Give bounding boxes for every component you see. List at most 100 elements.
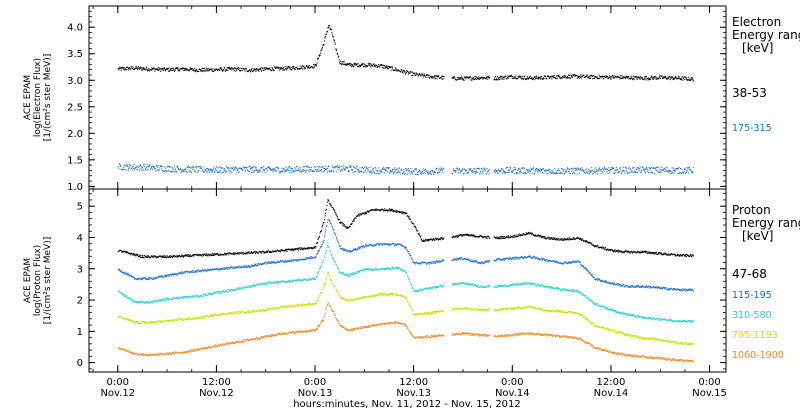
data-point bbox=[173, 68, 174, 69]
data-point bbox=[432, 263, 433, 264]
data-point bbox=[483, 170, 484, 171]
data-point bbox=[612, 250, 613, 251]
data-point bbox=[682, 76, 683, 77]
data-point bbox=[134, 277, 135, 278]
data-point bbox=[523, 167, 524, 168]
data-point bbox=[327, 171, 328, 172]
data-point bbox=[649, 172, 650, 173]
data-point bbox=[503, 238, 504, 239]
data-point bbox=[580, 238, 581, 239]
data-point bbox=[393, 168, 394, 169]
data-point bbox=[470, 168, 471, 169]
data-point bbox=[548, 237, 549, 238]
data-point bbox=[439, 238, 440, 239]
data-point bbox=[637, 77, 638, 78]
data-point bbox=[570, 168, 571, 169]
data-point bbox=[457, 168, 458, 169]
data-point bbox=[338, 56, 339, 57]
data-point bbox=[140, 277, 141, 278]
data-point bbox=[133, 302, 134, 303]
data-point bbox=[534, 79, 535, 80]
data-point bbox=[673, 79, 674, 80]
data-point bbox=[390, 210, 391, 211]
data-point bbox=[678, 173, 679, 174]
data-point bbox=[678, 167, 679, 168]
data-point bbox=[124, 165, 125, 166]
data-point bbox=[671, 171, 672, 172]
data-point bbox=[128, 275, 129, 276]
data-point bbox=[220, 170, 221, 171]
data-point bbox=[340, 223, 341, 224]
data-point bbox=[320, 231, 321, 232]
data-point bbox=[337, 218, 338, 219]
data-point bbox=[551, 78, 552, 79]
data-point bbox=[211, 170, 212, 171]
y-tick-label: 5 bbox=[77, 202, 83, 213]
data-point bbox=[303, 66, 304, 67]
data-point bbox=[287, 170, 288, 171]
data-point bbox=[245, 167, 246, 168]
data-point bbox=[328, 165, 329, 166]
data-point bbox=[612, 75, 613, 76]
data-point bbox=[402, 213, 403, 214]
data-point bbox=[387, 167, 388, 168]
data-point bbox=[344, 248, 345, 249]
data-point bbox=[399, 243, 400, 244]
data-point bbox=[376, 169, 377, 170]
data-point bbox=[428, 171, 429, 172]
data-point bbox=[687, 168, 688, 169]
data-point bbox=[229, 68, 230, 69]
data-point bbox=[522, 173, 523, 174]
data-point bbox=[136, 66, 137, 67]
data-point bbox=[201, 71, 202, 72]
data-point bbox=[350, 63, 351, 64]
data-point bbox=[241, 68, 242, 69]
data-point bbox=[164, 166, 165, 167]
data-point bbox=[472, 235, 473, 236]
data-point bbox=[318, 54, 319, 55]
data-point bbox=[514, 76, 515, 77]
data-point bbox=[336, 171, 337, 172]
data-point bbox=[624, 172, 625, 173]
data-point bbox=[458, 236, 459, 237]
data-point bbox=[516, 236, 517, 237]
data-point bbox=[261, 71, 262, 72]
data-point bbox=[589, 170, 590, 171]
y-tick-label: 4 bbox=[77, 233, 83, 244]
data-point bbox=[263, 70, 264, 71]
data-point bbox=[220, 255, 221, 256]
data-point bbox=[647, 251, 648, 252]
data-point bbox=[309, 257, 310, 258]
data-point bbox=[664, 76, 665, 77]
data-point bbox=[390, 172, 391, 173]
data-point bbox=[665, 76, 666, 77]
data-point bbox=[200, 254, 201, 255]
data-point bbox=[334, 210, 335, 211]
data-point bbox=[400, 244, 401, 245]
data-point bbox=[503, 259, 504, 260]
data-point bbox=[432, 171, 433, 172]
data-point bbox=[194, 68, 195, 69]
data-point bbox=[375, 245, 376, 246]
data-point bbox=[224, 269, 225, 270]
data-point bbox=[306, 170, 307, 171]
data-point bbox=[344, 169, 345, 170]
data-point bbox=[182, 256, 183, 257]
data-point bbox=[581, 170, 582, 171]
data-point bbox=[634, 167, 635, 168]
data-point bbox=[336, 237, 337, 238]
data-point bbox=[151, 167, 152, 168]
data-point bbox=[674, 170, 675, 171]
data-point bbox=[251, 68, 252, 69]
data-point bbox=[142, 70, 143, 71]
data-point bbox=[368, 167, 369, 168]
data-point bbox=[244, 267, 245, 268]
data-point bbox=[689, 255, 690, 256]
data-point bbox=[477, 172, 478, 173]
data-point bbox=[207, 70, 208, 71]
data-point bbox=[559, 170, 560, 171]
data-point bbox=[202, 270, 203, 271]
data-point bbox=[509, 259, 510, 260]
data-point bbox=[189, 70, 190, 71]
data-point bbox=[539, 169, 540, 170]
